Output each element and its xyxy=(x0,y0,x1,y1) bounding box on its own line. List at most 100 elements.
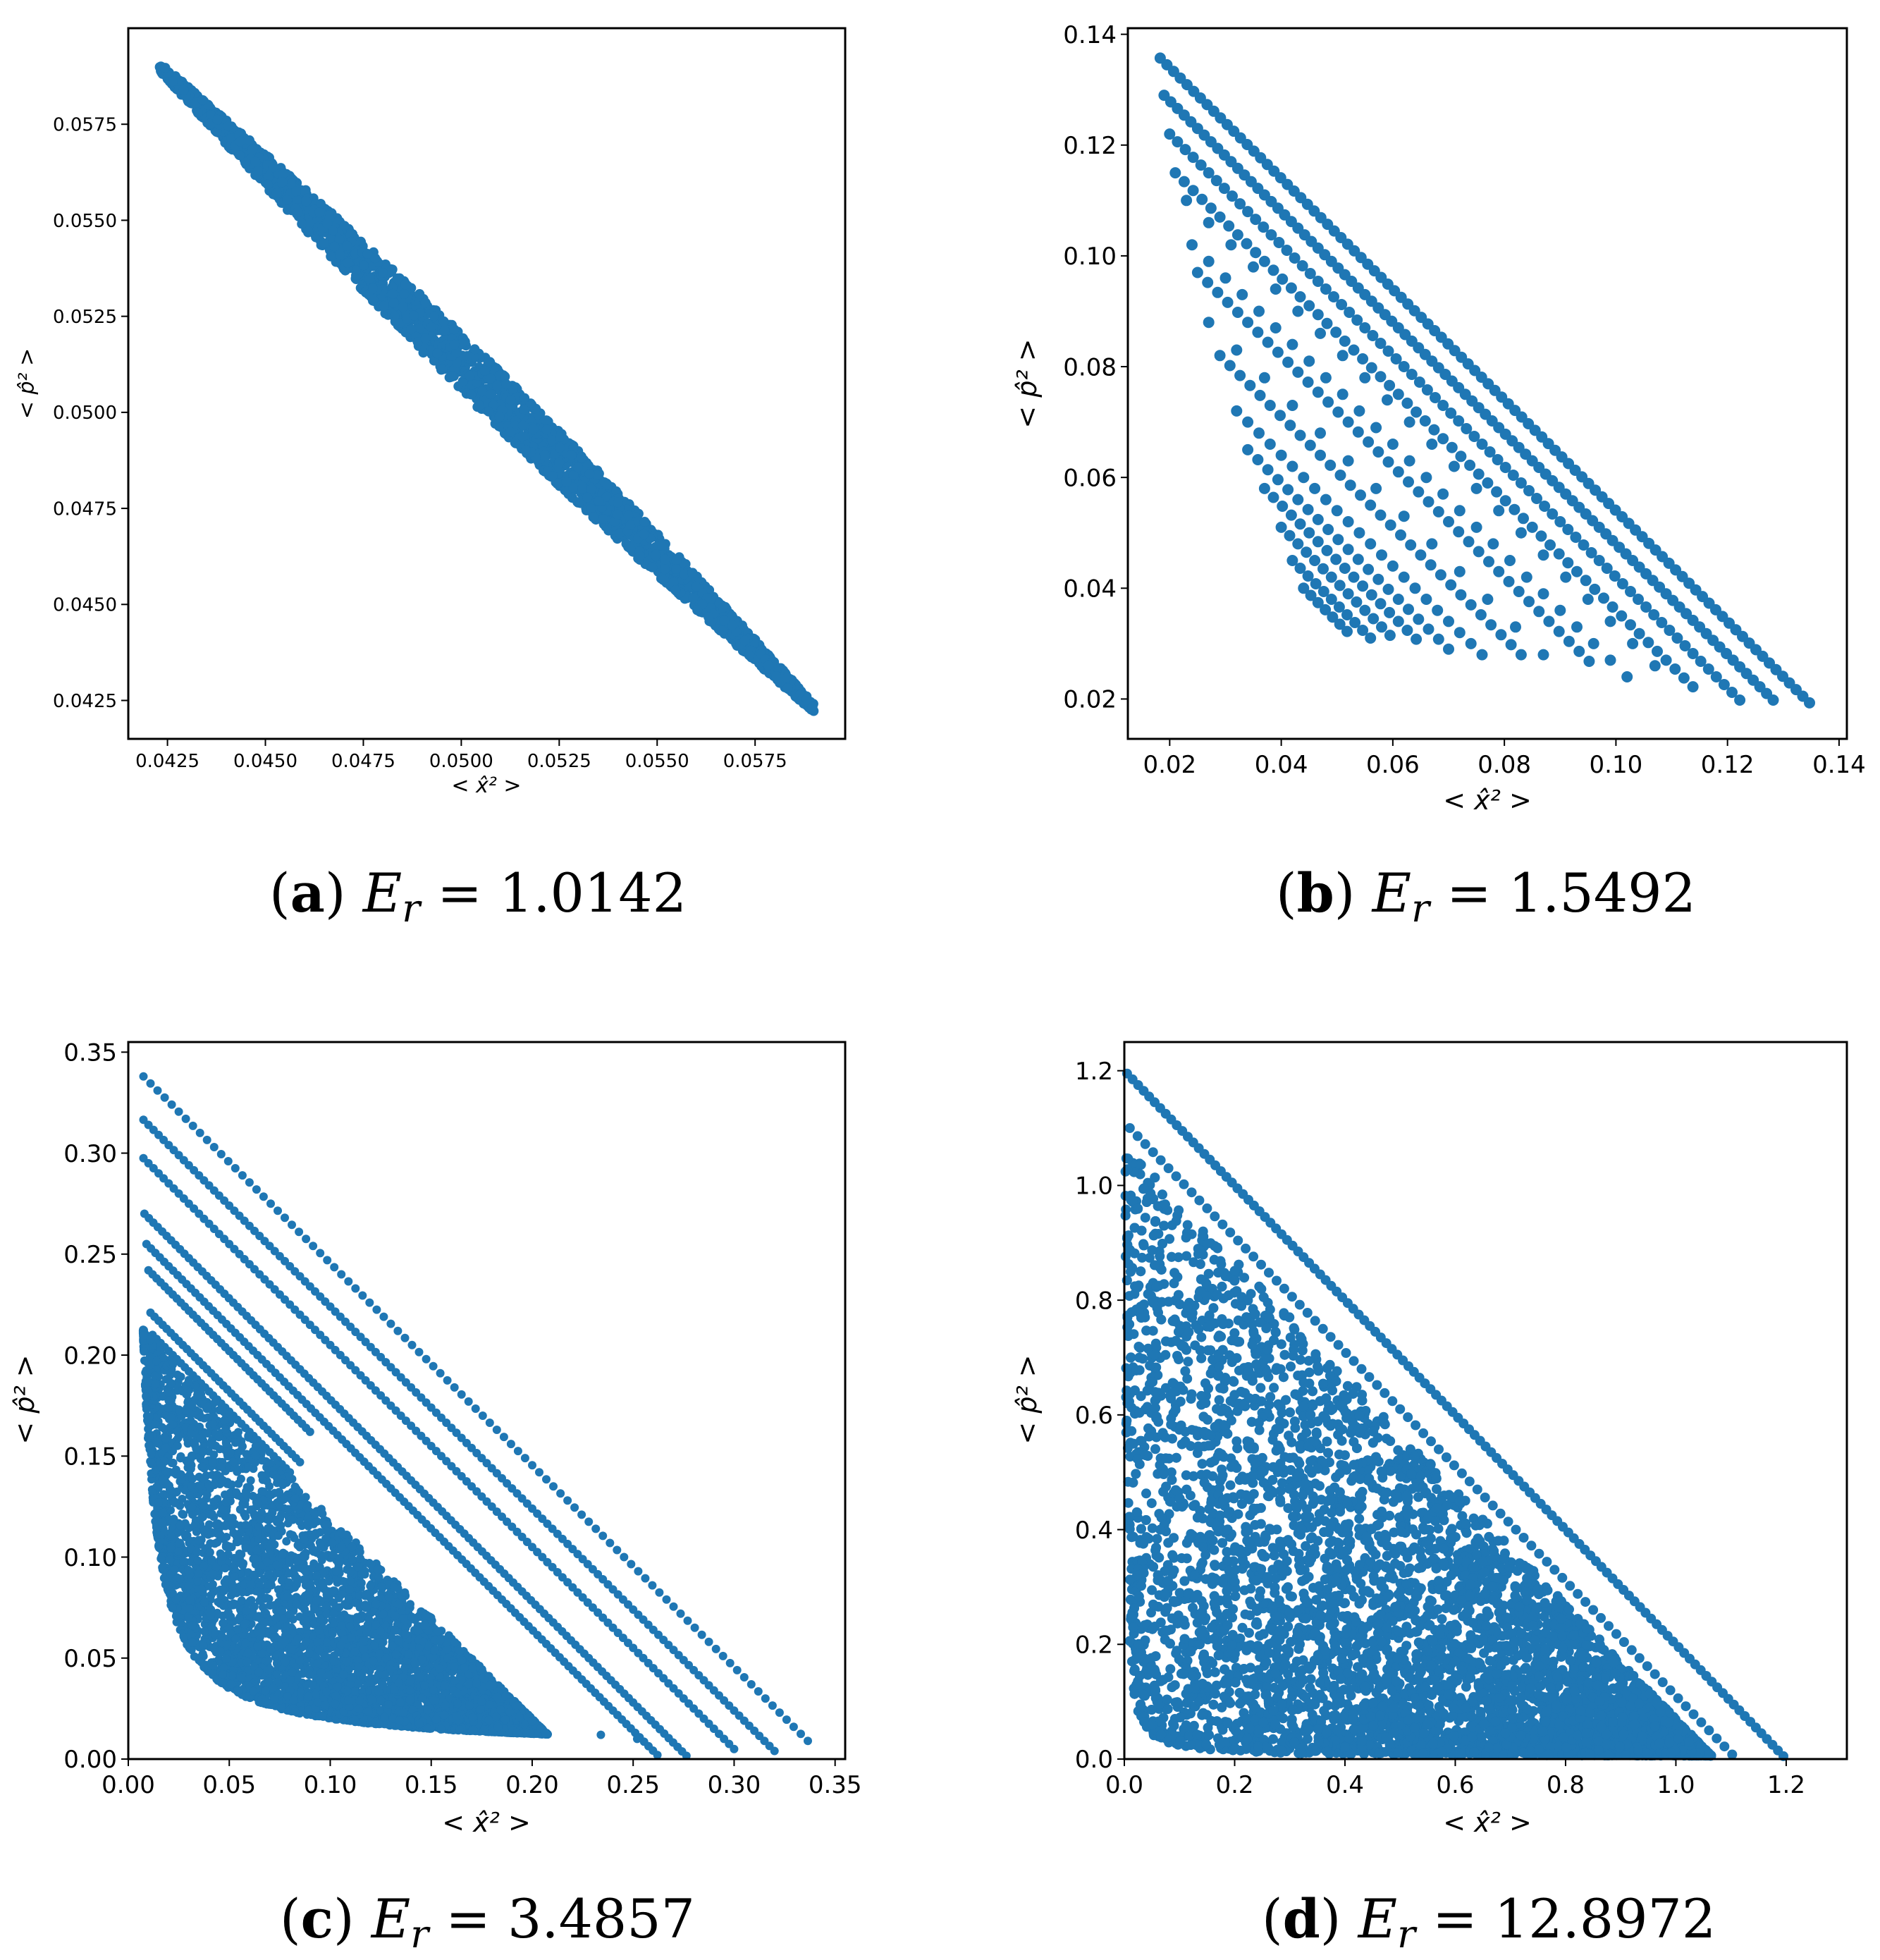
panel-b-line-4-point xyxy=(1223,220,1235,232)
panel-b-line-4-point xyxy=(1589,583,1601,595)
panel-a-band-point xyxy=(541,415,551,426)
panel-a-band-point xyxy=(555,443,565,453)
panel-b-line-10-point xyxy=(1331,505,1343,517)
panel-a-ytick-label: 0.0525 xyxy=(53,307,117,328)
panel-c-line-1-point xyxy=(478,1411,487,1420)
panel-a-band-point xyxy=(539,450,550,460)
panel-c-line-1-point xyxy=(386,1319,395,1328)
panel-a-band-point xyxy=(449,324,460,335)
panel-a-ytick-label: 0.0575 xyxy=(53,115,117,136)
panel-b-line-14-point xyxy=(1365,632,1377,644)
panel-a-band-point xyxy=(386,265,397,276)
panel-b-line-10-point xyxy=(1443,615,1454,627)
panel-a-xtick-label: 0.0475 xyxy=(331,751,395,772)
panel-c-line-1-point xyxy=(506,1440,515,1449)
panel-a-band-point xyxy=(660,564,670,575)
panel-a-band-point xyxy=(326,251,336,262)
panel-c-line-1-point xyxy=(754,1687,763,1696)
panel-a-xtick-label: 0.0575 xyxy=(723,751,787,772)
panel-b-line-9-point xyxy=(1405,539,1417,551)
panel-c-line-1-point xyxy=(231,1164,240,1172)
panel-c-line-1-point xyxy=(238,1171,247,1180)
panel-b-line-9-point xyxy=(1455,589,1467,601)
panel-b-line-10-point xyxy=(1298,472,1310,484)
panel-a: 0.0425 0.0450 0.0475 0.0500 0.0525 0.0550 0.05… xyxy=(15,27,847,931)
panel-a-band-point xyxy=(277,177,288,188)
panel-b-line-11-point xyxy=(1252,454,1264,465)
panel-a-band-point xyxy=(342,240,352,251)
panel-b-line-6-point xyxy=(1520,571,1532,583)
panel-b-line-10-point xyxy=(1342,516,1354,527)
panel-b-line-4-point xyxy=(1616,610,1628,622)
panel-b-xtick-label: 0.04 xyxy=(1255,751,1308,779)
caption-a: (a) Er = 1.0142 xyxy=(269,862,687,931)
panel-b-line-10-point xyxy=(1409,582,1421,594)
panel-b-xtick-label: 0.06 xyxy=(1366,751,1420,779)
panel-b-line-4-point xyxy=(1196,193,1208,205)
panel-b-xtick-label: 0.02 xyxy=(1143,751,1196,779)
panel-a-band-point xyxy=(479,365,490,376)
panel-a-ytick-label: 0.0450 xyxy=(53,595,117,616)
panel-b-line-9-point xyxy=(1355,489,1366,501)
panel-b-line-11-point xyxy=(1352,553,1364,565)
panel-a-band-point xyxy=(335,250,345,259)
panel-a-band-point xyxy=(420,298,431,308)
panel-b-line-13-point xyxy=(1342,588,1354,600)
panel-b-line-11-point xyxy=(1443,643,1454,655)
panel-c-line-1-point xyxy=(288,1220,296,1230)
panel-b-line-11-point xyxy=(1363,563,1375,575)
panel-b-line-2-point xyxy=(1767,694,1779,706)
panel-a-band-point xyxy=(364,274,375,284)
panel-b-line-7-point xyxy=(1363,436,1375,448)
panel-a-band-point xyxy=(271,188,282,198)
panel-c-line-1-point xyxy=(281,1213,289,1223)
panel-b-line-4-point xyxy=(1482,477,1494,489)
panel-b-line-6-point xyxy=(1253,305,1265,317)
panel-b-line-10-point xyxy=(1309,482,1321,494)
panel-b-line-9-point xyxy=(1304,439,1316,451)
panel-b-line-5-point xyxy=(1403,416,1415,428)
panel-a-band-point xyxy=(400,279,411,290)
panel-b-line-5-point xyxy=(1248,261,1259,273)
panel-b-line-7-point xyxy=(1573,645,1585,657)
panel-b-line-9-point xyxy=(1274,410,1286,422)
panel-b-line-12-point xyxy=(1365,589,1377,601)
panel-b-line-7-point xyxy=(1443,516,1454,527)
panel-b-line-7-point xyxy=(1242,317,1254,329)
panel-c-line-1-point xyxy=(223,1157,233,1165)
panel-a-band-point xyxy=(763,660,773,670)
panel-a-band-point xyxy=(235,136,245,147)
panel-b-line-8-point xyxy=(1258,372,1270,384)
panel-c-line-1-point xyxy=(337,1270,346,1279)
panel-b-line-5-point xyxy=(1203,216,1215,228)
panel-c-line-1-point xyxy=(620,1552,629,1562)
panel-b-line-10-point xyxy=(1476,649,1488,661)
panel-a-band-point xyxy=(449,339,460,350)
panel-c-line-1-point xyxy=(365,1298,374,1307)
panel-a-ytick-label: 0.0500 xyxy=(53,403,117,424)
panel-b-line-6-point xyxy=(1387,439,1399,450)
panel-b-line-7-point xyxy=(1403,476,1414,488)
panel-c-line-1-point xyxy=(662,1595,671,1604)
panel-b-line-11-point xyxy=(1403,604,1414,615)
panel-a-band-point xyxy=(744,650,754,661)
panel-b-line-5-point xyxy=(1649,660,1661,672)
panel-b-line-1-point xyxy=(1804,697,1815,709)
panel-b-line-6-point xyxy=(1504,555,1516,566)
panel-c-line-1-point xyxy=(274,1206,282,1215)
panel-b-line-13-point xyxy=(1309,555,1321,566)
panel-c-line-1-point xyxy=(209,1143,219,1151)
panel-c-line-1-point xyxy=(542,1475,551,1484)
panel-c-line-1-point xyxy=(266,1199,275,1208)
panel-a-band-point xyxy=(234,150,245,161)
panel-b-line-8-point xyxy=(1370,482,1382,494)
panel-b-line-6-point xyxy=(1186,239,1198,251)
panel-a-band-point xyxy=(639,529,649,539)
panel-a-band-point xyxy=(520,445,531,455)
panel-b-line-13-point xyxy=(1325,571,1337,583)
panel-b-line-7-point xyxy=(1292,366,1304,378)
panel-b-line-7-point xyxy=(1302,376,1314,388)
panel-a-band-point xyxy=(432,348,443,359)
panel-a-band-point xyxy=(398,302,408,312)
panel-b-line-4-point xyxy=(1473,468,1485,480)
